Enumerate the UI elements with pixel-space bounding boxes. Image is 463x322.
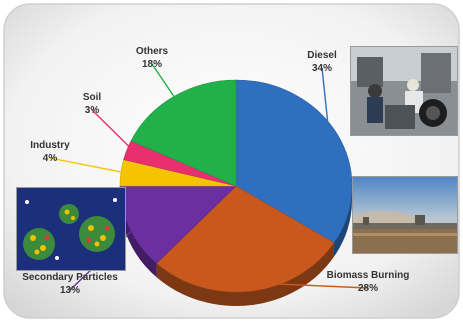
diesel-photo	[350, 46, 458, 136]
pie-slice-side-diesel	[333, 186, 352, 257]
slice-value-soil: 3%	[85, 105, 100, 116]
leader-line-others	[151, 63, 180, 105]
secondary-particles-illustration	[16, 187, 126, 271]
slice-label-biomass-burning: Biomass Burning	[327, 270, 410, 281]
pie-slice-side-biomass-burning	[156, 242, 334, 306]
slice-value-others: 18%	[142, 59, 162, 70]
pie-slice-side-secondary-particles	[120, 186, 157, 278]
leader-line-biomass-burning	[249, 282, 369, 289]
slice-label-secondary-particles: Secondary Particles	[22, 272, 118, 283]
slice-value-diesel: 34%	[312, 63, 332, 74]
slice-label-others: Others	[136, 46, 169, 57]
slice-value-industry: 4%	[43, 153, 58, 164]
pie-slice-diesel	[235, 79, 353, 244]
slice-value-biomass-burning: 28%	[358, 283, 378, 294]
pie-slice-biomass-burning	[156, 185, 335, 293]
slice-value-secondary-particles: 13%	[60, 285, 80, 296]
slice-label-industry: Industry	[30, 140, 70, 151]
slice-label-diesel: Diesel	[307, 50, 337, 61]
leader-line-soil	[91, 109, 137, 154]
leader-line-industry	[49, 157, 131, 175]
leader-line-diesel	[321, 67, 331, 140]
biomass-burning-photo	[352, 176, 458, 254]
slice-label-soil: Soil	[83, 92, 102, 103]
